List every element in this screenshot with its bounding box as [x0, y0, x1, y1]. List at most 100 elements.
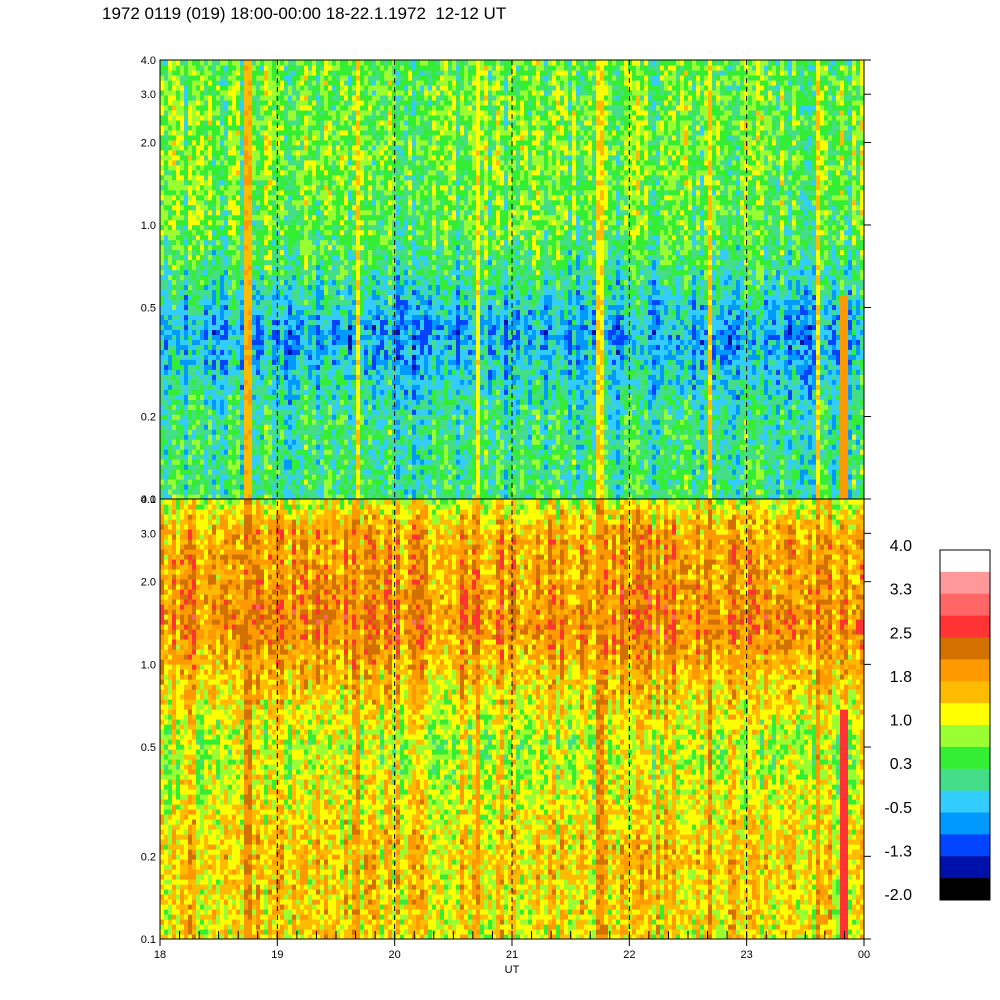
heatmap-cell — [200, 254, 205, 261]
heatmap-cell — [304, 119, 309, 126]
heatmap-cell — [224, 284, 229, 291]
heatmap-cell — [272, 259, 277, 266]
heatmap-cell — [236, 234, 241, 241]
heatmap-cell — [344, 444, 349, 450]
heatmap-cell — [248, 74, 253, 81]
heatmap-cell — [292, 389, 297, 395]
heatmap-cell — [332, 309, 337, 316]
heatmap-cell — [248, 304, 253, 311]
heatmap-cell — [380, 124, 385, 131]
heatmap-cell — [348, 114, 353, 121]
heatmap-cell — [328, 214, 333, 221]
heatmap-cell — [180, 279, 185, 286]
heatmap-cell — [276, 89, 281, 96]
heatmap-cell — [180, 434, 185, 440]
heatmap-cell — [224, 234, 229, 241]
heatmap-cell — [352, 269, 357, 276]
heatmap-cell — [252, 109, 257, 116]
heatmap-cell — [184, 464, 189, 470]
heatmap-cell — [288, 429, 293, 435]
heatmap-cell — [220, 339, 225, 345]
heatmap-cell — [348, 304, 353, 311]
heatmap-cell — [284, 449, 289, 455]
heatmap-cell — [188, 389, 193, 395]
heatmap-cell — [204, 114, 209, 121]
heatmap-cell — [200, 324, 205, 330]
heatmap-cell — [364, 439, 369, 445]
heatmap-cell — [212, 429, 217, 435]
heatmap-cell — [300, 389, 305, 395]
heatmap-cell — [320, 219, 325, 226]
heatmap-cell — [296, 369, 301, 375]
heatmap-cell — [196, 239, 201, 246]
heatmap-cell — [228, 394, 233, 400]
heatmap-cell — [244, 259, 249, 266]
heatmap-cell — [368, 179, 373, 186]
heatmap-cell — [172, 249, 177, 256]
heatmap-cell — [332, 234, 337, 241]
heatmap-cell — [200, 404, 205, 410]
heatmap-cell — [184, 94, 189, 101]
heatmap-cell — [172, 74, 177, 81]
heatmap-cell — [232, 379, 237, 385]
heatmap-cell — [236, 314, 241, 321]
heatmap-cell — [364, 89, 369, 96]
heatmap-cell — [200, 429, 205, 435]
heatmap-cell — [232, 274, 237, 281]
heatmap-cell — [280, 94, 285, 101]
heatmap-cell — [256, 229, 261, 236]
heatmap-cell — [284, 69, 289, 76]
heatmap-cell — [320, 429, 325, 435]
heatmap-cell — [244, 74, 249, 81]
heatmap-cell — [272, 429, 277, 435]
heatmap-cell — [172, 494, 177, 499]
heatmap-cell — [188, 79, 193, 86]
heatmap-cell — [352, 309, 357, 316]
heatmap-cell — [216, 99, 221, 106]
heatmap-cell — [320, 194, 325, 201]
heatmap-cell — [340, 214, 345, 221]
heatmap-cell — [252, 174, 257, 181]
heatmap-cell — [352, 214, 357, 221]
heatmap-cell — [336, 119, 341, 126]
heatmap-cell — [176, 339, 181, 345]
heatmap-cell — [224, 324, 229, 330]
heatmap-cell — [200, 369, 205, 375]
heatmap-cell — [376, 179, 381, 186]
heatmap-cell — [184, 364, 189, 370]
heatmap-cell — [220, 164, 225, 171]
heatmap-cell — [324, 289, 329, 296]
heatmap-cell — [288, 194, 293, 201]
heatmap-cell — [320, 379, 325, 385]
heatmap-cell — [360, 454, 365, 460]
heatmap-cell — [220, 94, 225, 101]
heatmap-cell — [356, 279, 361, 286]
heatmap-cell — [172, 114, 177, 121]
heatmap-cell — [312, 414, 317, 420]
heatmap-cell — [384, 369, 389, 375]
heatmap-cell — [360, 474, 365, 480]
heatmap-cell — [208, 459, 213, 465]
heatmap-cell — [364, 464, 369, 470]
heatmap-cell — [216, 329, 221, 335]
heatmap-cell — [196, 109, 201, 116]
heatmap-cell — [224, 399, 229, 405]
heatmap-cell — [176, 439, 181, 445]
heatmap-cell — [288, 334, 293, 340]
heatmap-cell — [244, 459, 249, 465]
heatmap-cell — [324, 279, 329, 286]
heatmap-cell — [296, 309, 301, 316]
heatmap-cell — [316, 359, 321, 365]
heatmap-cell — [368, 409, 373, 415]
heatmap-cell — [336, 264, 341, 271]
heatmap-cell — [216, 319, 221, 325]
heatmap-cell — [208, 374, 213, 380]
heatmap-cell — [356, 124, 361, 131]
heatmap-cell — [300, 184, 305, 191]
heatmap-cell — [320, 374, 325, 380]
heatmap-cell — [364, 299, 369, 306]
heatmap-cell — [192, 69, 197, 76]
heatmap-cell — [264, 74, 269, 81]
heatmap-cell — [276, 299, 281, 306]
heatmap-cell — [208, 314, 213, 321]
